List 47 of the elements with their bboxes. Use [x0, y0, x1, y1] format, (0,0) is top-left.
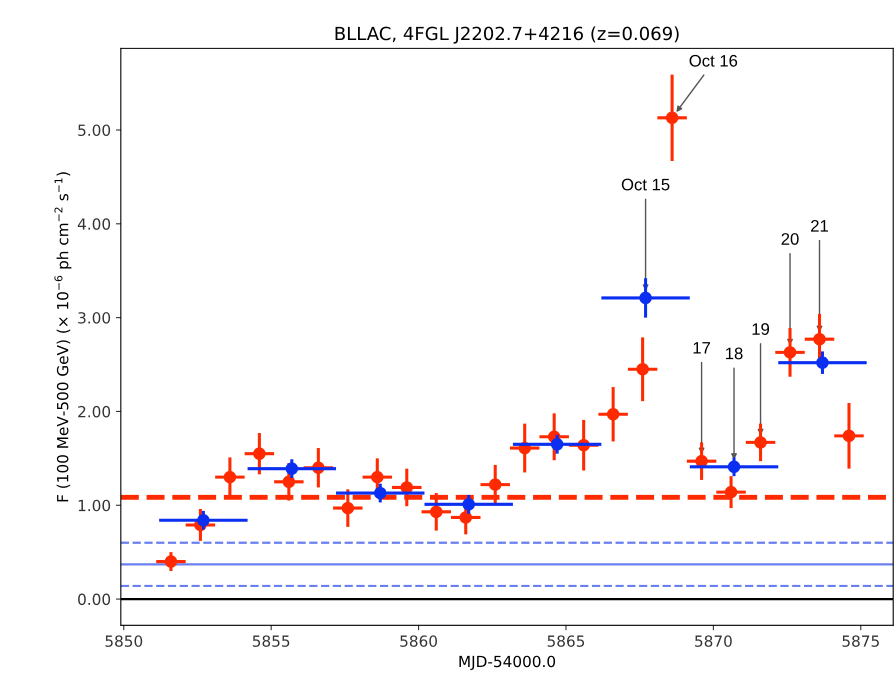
- y-tick-label: 1.00: [78, 500, 110, 512]
- y-tick-label: 3.00: [78, 312, 110, 324]
- point: [728, 460, 740, 474]
- point: [636, 362, 649, 376]
- annotation: 17: [694, 342, 710, 354]
- x-tick-label: 5865: [548, 635, 584, 647]
- point: [374, 486, 386, 500]
- point: [197, 514, 210, 527]
- x-axis-title: MJD-54000.0: [459, 656, 556, 670]
- point: [459, 511, 472, 524]
- annotation: 18: [726, 348, 743, 360]
- x-tick-label: 5860: [400, 635, 437, 647]
- x-tick-label: 5875: [842, 635, 879, 647]
- point: [606, 408, 620, 421]
- point: [286, 462, 298, 475]
- y-tick-label: 5.00: [78, 124, 110, 136]
- y-tick-label: 4.00: [78, 218, 110, 230]
- chart-title: BLLAC, 4FGL J2202.7+4216 (z=0.069): [336, 26, 679, 44]
- annotation: Oct 16: [690, 54, 738, 67]
- point: [371, 470, 384, 484]
- annotation: Oct 15: [622, 178, 670, 190]
- annotation: 19: [752, 323, 770, 335]
- point: [550, 438, 564, 451]
- y-axis-title: F (100 MeV-500 GeV) (× 10$^{−6}$ ph cm$^{−2}$ s$^{−1}$): [54, 172, 72, 502]
- point: [754, 436, 767, 449]
- y-tick-label: 2.00: [78, 406, 110, 418]
- x-tick-label: 5855: [252, 635, 290, 647]
- annotation: 21: [811, 220, 828, 232]
- point: [813, 332, 826, 346]
- point: [842, 430, 856, 442]
- point: [488, 478, 502, 491]
- point: [816, 356, 829, 369]
- point: [639, 292, 652, 304]
- point: [724, 486, 738, 498]
- point: [164, 555, 178, 568]
- point: [224, 470, 236, 484]
- point: [342, 502, 354, 514]
- point: [253, 447, 266, 460]
- point: [784, 346, 796, 359]
- point: [282, 476, 296, 488]
- point: [430, 506, 443, 518]
- x-tick-label: 5850: [106, 635, 142, 647]
- point: [666, 112, 678, 124]
- annotation: 20: [782, 233, 799, 245]
- y-tick-label: 0.00: [78, 594, 110, 606]
- point: [462, 498, 475, 511]
- x-tick-label: 5870: [695, 635, 732, 647]
